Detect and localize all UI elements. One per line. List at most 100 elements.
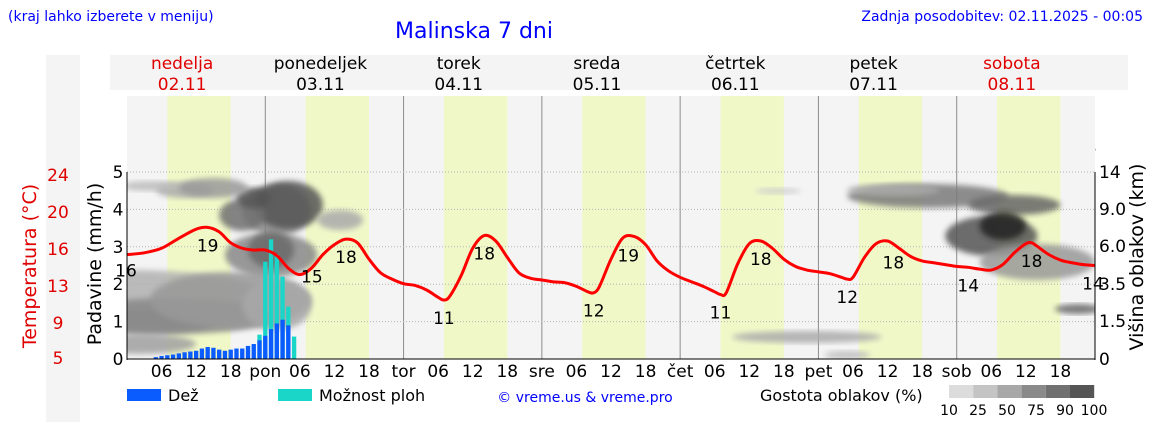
temp-label: 18 bbox=[473, 245, 495, 265]
cloud-height-tick-label: 0 bbox=[1099, 350, 1110, 370]
cloud-height-tick-label: 3.5 bbox=[1099, 275, 1126, 295]
daylight-band bbox=[443, 96, 508, 359]
x-hour-label: 12 bbox=[462, 362, 484, 382]
day-date: 06.11 bbox=[711, 75, 760, 95]
density-swatch bbox=[997, 385, 1022, 398]
rain-bar bbox=[217, 349, 222, 359]
rain-bar bbox=[205, 347, 210, 359]
x-hour-label: 12 bbox=[600, 362, 622, 382]
density-level-label: 75 bbox=[1027, 403, 1045, 419]
legend-rain-swatch bbox=[127, 389, 161, 401]
rain-bar bbox=[286, 325, 291, 359]
cloud-height-tick-label: 9.0 bbox=[1099, 200, 1126, 220]
day-name: sreda bbox=[573, 54, 620, 74]
rain-bar bbox=[268, 329, 274, 359]
x-hour-label: 18 bbox=[773, 362, 795, 382]
density-swatch bbox=[1045, 385, 1070, 398]
x-hour-label: 06 bbox=[842, 362, 864, 382]
shower-bar bbox=[268, 239, 274, 359]
day-date: 02.11 bbox=[158, 75, 207, 95]
shower-bar bbox=[274, 254, 279, 359]
x-hour-label: 18 bbox=[911, 362, 933, 382]
day-date: 08.11 bbox=[988, 75, 1037, 95]
last-update: Zadnja posodobitev: 02.11.2025 - 00:05 bbox=[861, 9, 1143, 25]
density-swatch bbox=[1021, 385, 1046, 398]
cloud-blob bbox=[1054, 304, 1095, 314]
day-name: petek bbox=[849, 54, 897, 74]
temp-label: 11 bbox=[710, 304, 732, 324]
temp-label: 18 bbox=[750, 250, 772, 270]
rain-bar bbox=[234, 348, 239, 359]
day-date: 05.11 bbox=[573, 75, 622, 95]
x-hour-label: 18 bbox=[635, 362, 657, 382]
location-hint: (kraj lahko izberete v meniju) bbox=[8, 9, 214, 25]
shower-bar bbox=[263, 261, 268, 359]
shower-bar bbox=[280, 276, 285, 359]
temp-label: 15 bbox=[301, 268, 323, 288]
daylight-band bbox=[582, 96, 646, 359]
rain-bar bbox=[257, 340, 262, 359]
precip-tick-label: 5 bbox=[113, 163, 124, 183]
density-swatch bbox=[1070, 385, 1095, 398]
day-name: ponedeljek bbox=[274, 54, 368, 74]
daylight-band bbox=[858, 96, 923, 359]
x-day-label: čet bbox=[667, 362, 694, 382]
x-hour-label: 12 bbox=[324, 362, 346, 382]
density-swatch bbox=[949, 385, 974, 398]
precipitation-axis-title: Padavine (mm/h) bbox=[84, 183, 106, 346]
temperature-line bbox=[126, 225, 1096, 302]
day-date: 07.11 bbox=[849, 75, 898, 95]
precip-tick-label: 1 bbox=[113, 313, 124, 333]
cloud-height-tick-label: 1.5 bbox=[1099, 312, 1126, 332]
chart-title: Malinska 7 dni bbox=[395, 19, 553, 44]
rain-bar bbox=[240, 348, 245, 359]
cloud-blob bbox=[979, 212, 1026, 240]
density-level-label: 90 bbox=[1056, 403, 1074, 419]
x-hour-label: 12 bbox=[877, 362, 899, 382]
shower-bar bbox=[291, 336, 297, 359]
temp-label: 19 bbox=[617, 246, 639, 266]
rain-bar bbox=[228, 349, 233, 359]
cloud-blob bbox=[847, 184, 940, 196]
day-name: četrtek bbox=[705, 54, 766, 74]
density-scale: 10 25 50 75 90 100 bbox=[940, 385, 1107, 419]
precip-tick-label: 4 bbox=[113, 200, 124, 220]
x-hour-label: 06 bbox=[704, 362, 726, 382]
cloud-blob bbox=[824, 351, 871, 359]
day-name: torek bbox=[437, 54, 481, 74]
temp-label: 18 bbox=[335, 248, 357, 268]
cloud-height-tick-label: 14 bbox=[1099, 163, 1121, 183]
temp-label: 11 bbox=[433, 309, 455, 329]
day-name: nedelja bbox=[151, 54, 213, 74]
legend: Dež Možnost ploh © vreme.us & vreme.pro … bbox=[127, 385, 1107, 419]
cloud-height-axis-title: Višina oblakov (km) bbox=[1126, 164, 1148, 351]
cloud-blob bbox=[127, 181, 179, 191]
temp-tick-label: 24 bbox=[47, 166, 69, 186]
precipitation-bars bbox=[153, 239, 297, 359]
x-hour-label: 06 bbox=[151, 362, 173, 382]
legend-shower-label: Možnost ploh bbox=[319, 386, 425, 405]
left-margin-panel bbox=[46, 55, 80, 422]
day-date: 03.11 bbox=[296, 75, 345, 95]
cloud-blob bbox=[755, 188, 802, 194]
cloud-height-tick-label: 6.0 bbox=[1099, 237, 1126, 257]
density-level-label: 10 bbox=[940, 403, 958, 419]
cloud-blob bbox=[317, 210, 364, 230]
temp-label: 19 bbox=[197, 236, 219, 256]
rain-bar bbox=[222, 350, 228, 359]
rain-bar bbox=[188, 351, 193, 359]
gridlines bbox=[127, 171, 1095, 323]
precip-tick-label: 0 bbox=[113, 350, 124, 370]
rain-bar bbox=[211, 347, 216, 359]
rain-bar bbox=[251, 344, 256, 359]
temp-label: 14 bbox=[1082, 275, 1104, 295]
rain-bar bbox=[199, 348, 205, 359]
x-hour-label: 06 bbox=[427, 362, 449, 382]
temp-label: 18 bbox=[883, 254, 905, 274]
temperature-labels: 16 19 15 18 11 18 12 19 11 18 12 18 14 18 14 bbox=[115, 236, 1104, 329]
x-day-label: pon bbox=[249, 362, 281, 382]
x-hour-label: 18 bbox=[220, 362, 242, 382]
